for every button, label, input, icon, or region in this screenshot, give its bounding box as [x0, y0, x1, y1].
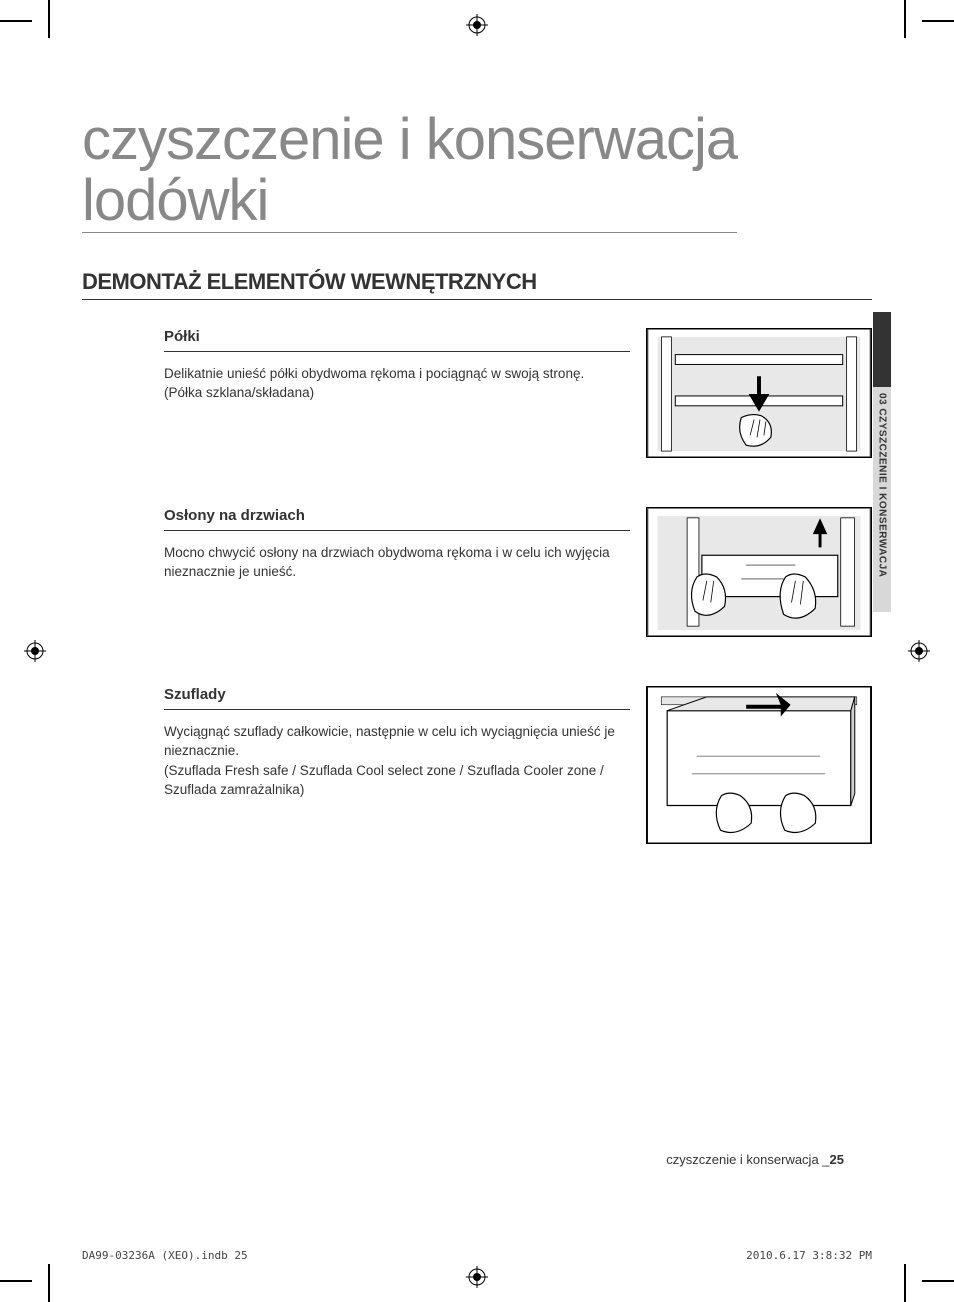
subsection-door-guards: Osłony na drzwiach Mocno chwycić osłony …: [82, 507, 872, 642]
crop-mark: [904, 1264, 906, 1302]
sub-heading: Osłony na drzwiach: [164, 507, 630, 531]
page-footer: czyszczenie i konserwacja _25: [666, 1152, 844, 1167]
sub-heading: Półki: [164, 328, 630, 352]
sub-body: Mocno chwycić osłony na drzwiach obydwom…: [164, 543, 630, 582]
section-heading: DEMONTAŻ ELEMENTÓW WEWNĘTRZNYCH: [82, 269, 872, 300]
print-timestamp: 2010.6.17 3:8:32 PM: [746, 1249, 872, 1262]
crop-mark: [48, 1264, 50, 1302]
sub-body: Wyciągnąć szuflady całkowicie, następnie…: [164, 722, 630, 800]
print-file: DA99-03236A (XEO).indb 25: [82, 1249, 248, 1262]
subsection-shelves: Półki Delikatnie unieść półki obydwoma r…: [82, 328, 872, 463]
sub-body: Delikatnie unieść półki obydwoma rękoma …: [164, 364, 630, 403]
side-tab-label: 03 CZYSZCZENIE I KONSERWACJA: [877, 387, 888, 583]
title-line1: czyszczenie i konserwacja: [82, 107, 737, 172]
illustration-door-guard: [646, 507, 872, 637]
crop-mark: [922, 20, 954, 22]
crop-mark: [0, 1280, 32, 1282]
illustration-drawer: [646, 686, 872, 844]
registration-mark-icon: [908, 640, 930, 662]
crop-mark: [904, 0, 906, 38]
illustration-shelf: [646, 328, 872, 458]
crop-mark: [48, 0, 50, 38]
registration-mark-icon: [466, 14, 488, 36]
crop-mark: [0, 20, 32, 22]
page-content: czyszczenie i konserwacja lodówki DEMONT…: [82, 60, 872, 1242]
registration-mark-icon: [24, 640, 46, 662]
print-footer: DA99-03236A (XEO).indb 25 2010.6.17 3:8:…: [82, 1249, 872, 1262]
page-number: 25: [830, 1152, 844, 1167]
subsection-drawers: Szuflady Wyciągnąć szuflady całkowicie, …: [82, 686, 872, 849]
footer-label: czyszczenie i konserwacja _: [666, 1152, 829, 1167]
crop-mark: [922, 1280, 954, 1282]
side-tab: 03 CZYSZCZENIE I KONSERWACJA: [873, 312, 891, 612]
title-line2: lodówki: [82, 168, 268, 233]
sub-heading: Szuflady: [164, 686, 630, 710]
registration-mark-icon: [466, 1266, 488, 1288]
page-title: czyszczenie i konserwacja lodówki: [82, 110, 737, 233]
